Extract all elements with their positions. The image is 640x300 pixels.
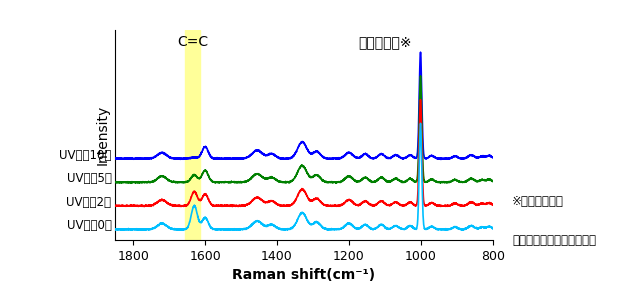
Text: UV照射5分: UV照射5分 (67, 172, 111, 185)
Text: C=C: C=C (177, 35, 208, 49)
Text: UV照射10分: UV照射10分 (59, 148, 111, 162)
Text: ※基準ピークは: ※基準ピークは (512, 195, 564, 208)
Text: ベンゼン環の骨格振動由来: ベンゼン環の骨格振動由来 (512, 234, 596, 247)
X-axis label: Raman shift(cm⁻¹): Raman shift(cm⁻¹) (232, 268, 376, 282)
Text: 基準ピーク※: 基準ピーク※ (358, 35, 412, 49)
Bar (186, 30, 200, 240)
Text: UV照射2分: UV照射2分 (67, 196, 111, 209)
Y-axis label: Intensity: Intensity (95, 105, 109, 165)
Text: UV照射0分: UV照射0分 (67, 219, 111, 232)
